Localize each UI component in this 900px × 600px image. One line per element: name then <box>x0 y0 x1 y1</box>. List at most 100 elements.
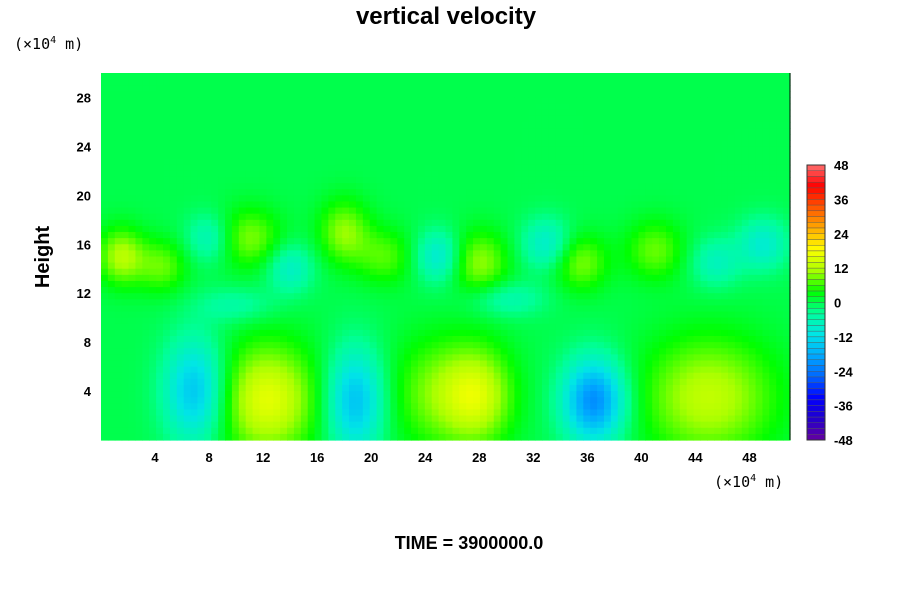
heatmap-cell <box>521 336 529 343</box>
heatmap-cell <box>397 336 405 343</box>
heatmap-cell <box>293 305 302 313</box>
heatmap-cell <box>597 360 605 368</box>
heatmap-cell <box>266 91 274 99</box>
heatmap-cell <box>748 170 757 178</box>
heatmap-cell <box>617 146 626 154</box>
heatmap-cell <box>121 329 130 337</box>
heatmap-cell <box>369 250 378 258</box>
heatmap-cell <box>734 183 743 190</box>
heatmap-cell <box>514 238 522 245</box>
heatmap-cell <box>555 164 564 172</box>
heatmap-cell <box>101 360 109 368</box>
heatmap-cell <box>727 250 736 258</box>
heatmap-cell <box>321 103 329 111</box>
heatmap-cell <box>603 115 612 123</box>
heatmap-cell <box>411 219 419 227</box>
heatmap-cell <box>231 342 240 349</box>
heatmap-cell <box>169 176 178 184</box>
heatmap-cell <box>273 115 281 123</box>
heatmap-cell <box>569 201 578 209</box>
heatmap-cell <box>404 91 412 99</box>
heatmap-cell <box>335 115 343 123</box>
heatmap-cell <box>672 323 681 331</box>
heatmap-cell <box>259 238 267 245</box>
heatmap-cell <box>473 158 481 166</box>
heatmap-cell <box>238 311 247 319</box>
heatmap-cell <box>128 250 137 258</box>
heatmap-cell <box>390 73 398 80</box>
heatmap-cell <box>252 219 261 227</box>
heatmap-cell <box>349 348 357 355</box>
heatmap-cell <box>783 79 791 86</box>
heatmap-cell <box>741 140 750 147</box>
heatmap-cell <box>665 274 674 282</box>
heatmap-cell <box>204 317 212 325</box>
heatmap-cell <box>424 323 433 331</box>
heatmap-cell <box>266 121 274 129</box>
heatmap-cell <box>528 268 536 276</box>
heatmap-cell <box>672 109 681 117</box>
heatmap-cell <box>307 274 316 282</box>
heatmap-cell <box>493 176 502 184</box>
heatmap-cell <box>555 299 564 307</box>
heatmap-cell <box>528 115 536 123</box>
heatmap-cell <box>135 128 143 135</box>
heatmap-cell <box>452 232 460 239</box>
heatmap-cell <box>280 360 288 368</box>
heatmap-cell <box>424 109 433 117</box>
heatmap-cell <box>287 354 295 362</box>
heatmap-cell <box>624 323 633 331</box>
heatmap-cell <box>238 250 247 258</box>
heatmap-cell <box>190 262 199 270</box>
heatmap-cell <box>762 274 770 282</box>
heatmap-cell <box>307 311 316 319</box>
heatmap-cell <box>142 170 150 178</box>
heatmap-cell <box>362 109 371 117</box>
heatmap-cell <box>700 121 708 129</box>
heatmap-cell <box>128 256 137 264</box>
heatmap-cell <box>493 91 502 99</box>
heatmap-cell <box>473 299 481 307</box>
heatmap-cell <box>259 85 267 92</box>
heatmap-cell <box>603 79 612 86</box>
heatmap-cell <box>562 366 571 374</box>
heatmap-cell <box>300 115 309 123</box>
heatmap-cell <box>376 225 385 233</box>
heatmap-cell <box>142 158 150 166</box>
heatmap-cell <box>176 238 185 245</box>
heatmap-cell <box>445 280 453 288</box>
heatmap-cell <box>362 201 371 209</box>
heatmap-cell <box>287 128 295 135</box>
heatmap-cell <box>259 176 267 184</box>
heatmap-cell <box>748 195 757 203</box>
heatmap-cell <box>459 336 467 343</box>
heatmap-cell <box>562 176 571 184</box>
heatmap-cell <box>583 225 591 233</box>
heatmap-cell <box>197 256 205 264</box>
heatmap-cell <box>431 323 440 331</box>
heatmap-cell <box>652 305 660 313</box>
heatmap-cell <box>259 366 267 374</box>
heatmap-cell <box>479 287 488 294</box>
heatmap-cell <box>328 85 336 92</box>
heatmap-cell <box>411 195 419 203</box>
heatmap-cell <box>555 360 564 368</box>
heatmap-cell <box>190 164 199 172</box>
heatmap-cell <box>672 176 681 184</box>
heatmap-cell <box>535 91 543 99</box>
heatmap-cell <box>273 250 281 258</box>
heatmap-cell <box>597 293 605 300</box>
heatmap-cell <box>521 360 529 368</box>
heatmap-cell <box>714 274 722 282</box>
heatmap-cell <box>727 372 736 380</box>
heatmap-cell <box>714 140 722 147</box>
heatmap-cell <box>679 287 688 294</box>
heatmap-cell <box>645 293 653 300</box>
heatmap-cell <box>362 232 371 239</box>
heatmap-cell <box>700 103 708 111</box>
heatmap-cell <box>369 274 378 282</box>
heatmap-cell <box>225 121 233 129</box>
heatmap-cell <box>204 121 212 129</box>
heatmap-cell <box>342 152 350 160</box>
heatmap-cell <box>328 73 336 80</box>
